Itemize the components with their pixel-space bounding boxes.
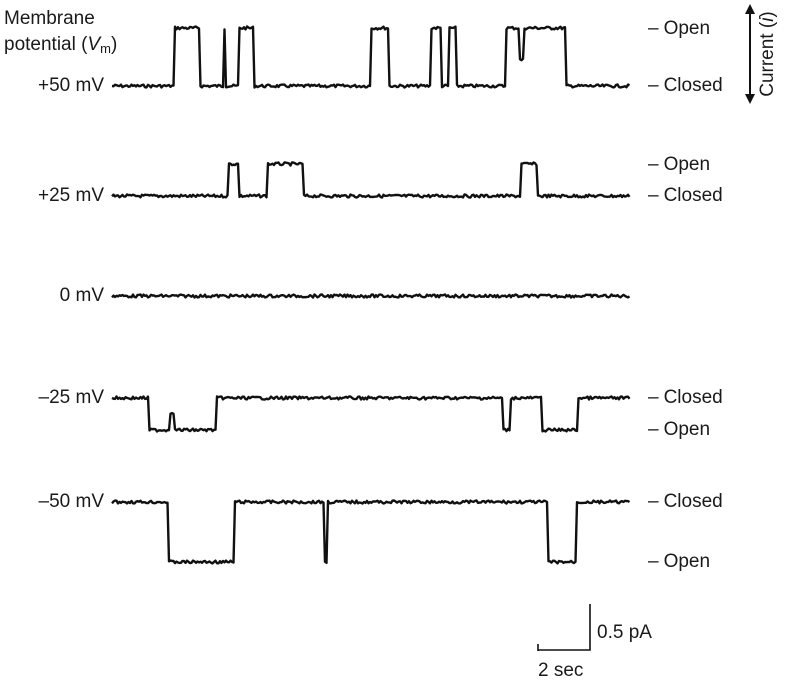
state-label-open: – Open [648,18,710,40]
state-label-open: – Open [648,419,710,441]
state-label-closed: – Closed [648,185,723,207]
state-label-text: Open [663,18,711,39]
title-line-2: potential (Vm) [4,34,118,56]
state-label-dash: – [648,419,659,440]
state-label-dash: – [648,491,659,512]
trace-line-4 [111,499,631,565]
state-label-dash: – [648,185,659,206]
membrane-potential-title: Membrane potential (Vm) [4,6,117,62]
scale-bar-current-label: 0.5 pA [597,622,652,643]
voltage-label: 0 mV [59,285,104,306]
state-label-text: Open [663,419,711,440]
state-label-dash: – [648,154,659,175]
state-label-text: Closed [663,185,723,206]
voltage-label: +25 mV [37,185,104,206]
trace-line-2 [111,293,631,299]
state-label-closed: – Closed [648,387,723,409]
state-label-text: Closed [663,387,723,408]
trace-line-3 [111,395,631,433]
trace-line-1 [111,161,631,199]
state-label-dash: – [648,551,659,572]
voltage-label: –25 mV [38,387,104,408]
current-direction-arrow-icon [745,4,755,104]
voltage-label: +50 mV [37,75,104,96]
trace-line-0 [111,25,631,89]
state-label-dash: – [648,18,659,39]
state-label-dash: – [648,387,659,408]
title-line-1: Membrane [4,8,95,29]
state-label-text: Open [663,154,711,175]
state-label-closed: – Closed [648,75,723,97]
scale-bar-lines [538,604,591,651]
state-label-open: – Open [648,551,710,573]
state-label-text: Closed [663,75,723,96]
state-label-open: – Open [648,154,710,176]
state-label-dash: – [648,75,659,96]
state-label-text: Open [663,551,711,572]
state-label-text: Closed [663,491,723,512]
voltage-label: –50 mV [38,491,104,512]
scale-bar-time-label: 2 sec [538,660,584,681]
state-label-closed: – Closed [648,491,723,513]
